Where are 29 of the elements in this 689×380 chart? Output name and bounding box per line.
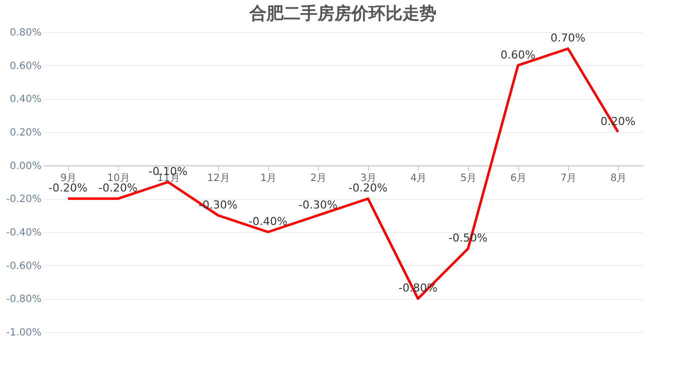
y-tick-label: -1.00%: [6, 328, 42, 338]
y-tick-label: 0.20%: [10, 128, 42, 138]
x-tick-label: 12月: [207, 172, 230, 184]
y-tick-label: 0.80%: [10, 28, 42, 38]
x-tick-label: 8月: [610, 172, 627, 184]
y-tick-label: 0.00%: [10, 160, 42, 172]
x-tick-label: 4月: [410, 172, 427, 184]
data-label: -0.20%: [348, 182, 388, 195]
x-tick-label: 7月: [560, 172, 577, 184]
data-label: 0.70%: [550, 32, 586, 45]
y-tick-label: 0.60%: [10, 60, 42, 72]
data-label: -0.20%: [98, 182, 138, 195]
y-tick-label: -0.60%: [6, 260, 42, 272]
y-tick-label: 0.40%: [10, 94, 42, 106]
data-label: -0.20%: [48, 182, 88, 195]
x-tick-label: 1月: [260, 172, 277, 184]
y-tick-label: -0.40%: [6, 228, 42, 238]
x-tick-label: 6月: [510, 172, 527, 184]
y-tick-label: -0.20%: [6, 194, 42, 206]
x-tick-label: 3月: [360, 172, 377, 184]
x-tick-label: 5月: [460, 172, 477, 184]
x-tick-label: 9月: [60, 172, 77, 184]
x-tick-label: 10月: [107, 172, 130, 184]
data-label: -0.30%: [298, 198, 338, 212]
data-label: 0.60%: [500, 48, 536, 62]
y-tick-label: -0.80%: [6, 294, 42, 306]
data-label: -0.40%: [248, 215, 288, 228]
x-tick-label: 2月: [310, 172, 327, 184]
chart-title: 合肥二手房房价环比走势: [248, 4, 436, 24]
